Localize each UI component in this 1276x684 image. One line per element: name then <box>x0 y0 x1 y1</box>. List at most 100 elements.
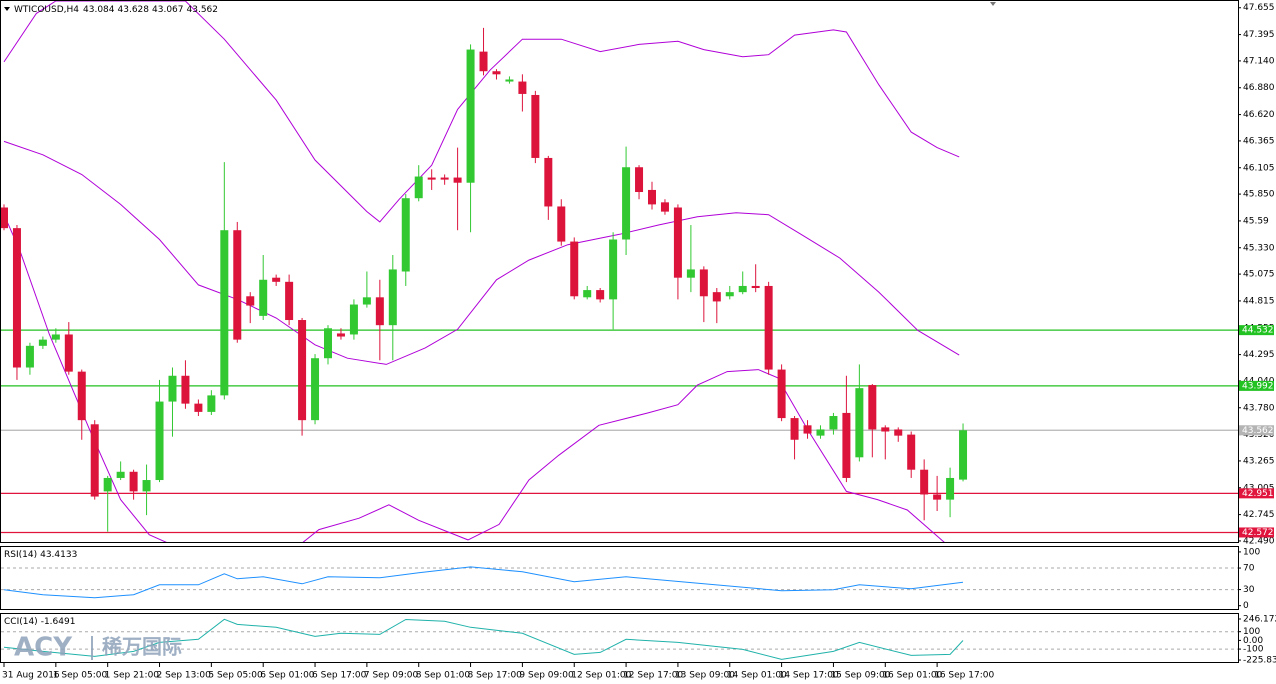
x-tick-label: 1 Sep 21:00 <box>105 671 160 681</box>
candle-body <box>557 206 566 242</box>
candle-body <box>453 177 462 183</box>
x-tick-label: 16 Sep 01:00 <box>882 671 942 681</box>
close: 43.562 <box>187 5 219 15</box>
candle-body <box>803 425 812 434</box>
y-tick-label: 246.172 <box>1243 614 1276 624</box>
y-tick-label: 45.850 <box>1243 190 1275 200</box>
candle-body <box>427 177 436 180</box>
level-label-box <box>1239 425 1274 436</box>
indicator-line <box>3 214 945 542</box>
y-tick-label: 44.295 <box>1243 350 1275 360</box>
candle-body <box>635 167 644 193</box>
y-tick-label: 45.59 <box>1243 216 1269 226</box>
pane-plot <box>1 566 1238 599</box>
candle-body <box>181 375 190 404</box>
y-tick-label: -225.832 <box>1243 656 1276 666</box>
candle-body <box>259 279 268 316</box>
rsi-value: 43.4133 <box>40 550 77 560</box>
y-tick-label: 42.490 <box>1243 536 1275 546</box>
x-tick-label: 6 Sep 01:00 <box>260 671 315 681</box>
candle-body <box>285 281 294 321</box>
y-tick-label: 43.005 <box>1243 483 1275 493</box>
y-tick-label: 43.265 <box>1243 456 1275 466</box>
candle-body <box>751 285 760 289</box>
candle-body <box>648 189 656 205</box>
candle-body <box>207 395 216 412</box>
y-tick-label: 46.880 <box>1243 83 1275 93</box>
symbol: WTICOUSD,H4 <box>14 5 79 15</box>
y-tick-label: 46.105 <box>1243 163 1275 173</box>
x-tick-label: 12 Sep 17:00 <box>623 671 683 681</box>
candle-body <box>959 430 968 480</box>
y-tick-label: 46.620 <box>1243 110 1275 120</box>
candle-body <box>544 157 553 207</box>
rsi-header: RSI(14) 43.4133 <box>4 550 77 560</box>
candle-body <box>336 333 345 337</box>
candle-body <box>246 296 255 306</box>
x-tick-label: 8 Sep 17:00 <box>468 671 523 681</box>
candle-body <box>505 79 514 82</box>
level-label: 42.572 <box>1242 528 1274 538</box>
y-tick-label: 100 <box>1243 547 1260 557</box>
candle-body <box>51 334 60 340</box>
candle-body <box>349 304 358 335</box>
candle-body <box>660 202 669 212</box>
candle-body <box>946 477 955 500</box>
rsi-title: RSI(14) <box>4 550 37 560</box>
y-tick-label: 46.365 <box>1243 136 1275 146</box>
rsi-pane <box>0 546 1239 610</box>
y-tick-label: 47.655 <box>1243 3 1275 13</box>
candle-body <box>90 424 99 497</box>
candle-body <box>324 328 332 359</box>
candle-body <box>142 480 151 492</box>
x-tick-label: 31 Aug 2016 <box>2 671 60 681</box>
level-label-box <box>1239 380 1274 391</box>
y-tick-label: -100 <box>1243 645 1264 655</box>
candle-body <box>596 290 605 300</box>
candle-body <box>492 71 501 75</box>
candle-body <box>103 477 112 492</box>
x-tick-label: 14 Sep 01:00 <box>727 671 787 681</box>
indicator-line <box>3 618 964 660</box>
menu-arrow <box>4 7 10 11</box>
level-label-box <box>1239 527 1274 538</box>
candle-body <box>1 207 8 229</box>
candle-body <box>777 369 786 419</box>
x-tick-label: 12 Sep 01:00 <box>571 671 631 681</box>
candle-body <box>272 277 281 282</box>
candle-body <box>311 358 320 421</box>
indicator-line <box>3 140 960 365</box>
candle-body <box>440 177 449 180</box>
y-tick-label: 47.395 <box>1243 30 1275 40</box>
y-tick-label: 47.140 <box>1243 56 1275 66</box>
y-tick-label: 43.780 <box>1243 403 1275 413</box>
candle-body <box>64 334 73 372</box>
x-tick-label: 2 Sep 13:00 <box>157 671 212 681</box>
x-tick-label: 8 Sep 01:00 <box>416 671 471 681</box>
open: 43.084 <box>83 5 115 15</box>
x-tick-label: 9 Sep 09:00 <box>519 671 574 681</box>
candle-body <box>712 292 721 302</box>
candle-body <box>466 49 475 183</box>
y-tick-label: 44.815 <box>1243 296 1275 306</box>
candle-body <box>570 241 579 297</box>
pane-plot <box>1 1 1238 542</box>
candle-body <box>609 239 618 300</box>
candle-body <box>401 198 410 272</box>
x-tick-label: 6 Sep 17:00 <box>312 671 367 681</box>
candle-body <box>829 416 838 430</box>
candle-body <box>894 429 903 436</box>
cci-pane <box>0 613 1239 663</box>
level-label: 43.992 <box>1242 381 1274 391</box>
y-tick-label: 45.330 <box>1243 243 1275 253</box>
candle-body <box>518 81 527 94</box>
candle-body <box>933 494 942 500</box>
candle-body <box>25 345 34 368</box>
level-label-box <box>1239 325 1274 336</box>
candle-body <box>298 320 307 421</box>
indicator-line <box>3 566 964 599</box>
candle-body <box>673 207 682 278</box>
candle-body <box>907 434 916 470</box>
candle-body <box>233 230 242 340</box>
